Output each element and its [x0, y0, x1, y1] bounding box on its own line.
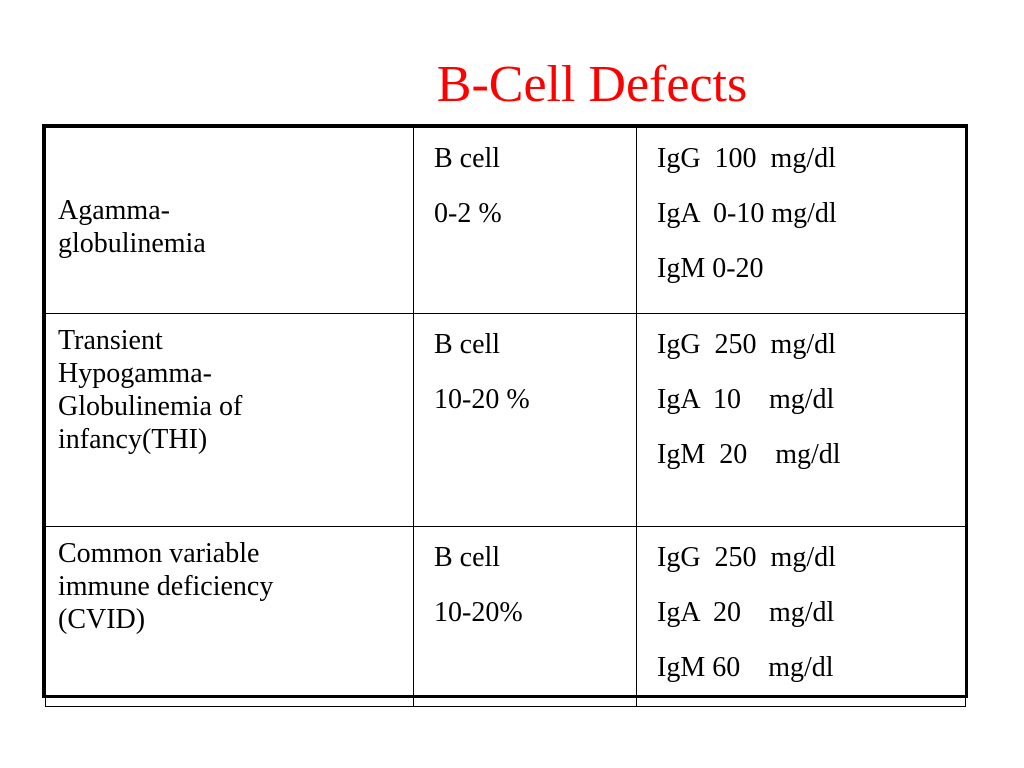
table-row: Common variable immune deficiency (CVID)… — [45, 525, 966, 708]
ig-cell: IgG 250 mg/dl IgA 10 mg/dl IgM 20 mg/dl — [636, 313, 966, 527]
ig-line: IgG 250 mg/dl — [657, 542, 836, 573]
ig-line: IgA 0-10 mg/dl — [657, 198, 837, 230]
ig-line: IgG 250 mg/dl — [657, 329, 836, 360]
disease-line: globulinemia — [58, 228, 206, 260]
ig-line: IgM 60 mg/dl — [657, 652, 834, 684]
defects-table-grid: Agamma- globulinemia B cell 0-2 % IgG 10… — [45, 127, 966, 708]
bcell-label: B cell — [434, 329, 501, 360]
disease-line: Agamma- — [58, 195, 170, 226]
bcell-label: B cell — [434, 542, 501, 573]
bcell-value: 10-20 % — [434, 384, 530, 416]
ig-line: IgM 20 mg/dl — [657, 439, 841, 471]
disease-cell: Agamma- globulinemia — [45, 127, 414, 314]
disease-line: Common variable — [58, 538, 260, 569]
disease-cell: Common variable immune deficiency (CVID) — [45, 525, 414, 708]
ig-line: IgA 10 mg/dl — [657, 384, 835, 416]
ig-cell: IgG 250 mg/dl IgA 20 mg/dl IgM 60 mg/dl — [636, 525, 966, 708]
slide-title: B-Cell Defects — [436, 56, 748, 113]
defects-table: Agamma- globulinemia B cell 0-2 % IgG 10… — [42, 124, 968, 708]
bcell-cell: B cell 0-2 % — [413, 127, 637, 314]
ig-line: IgG 100 mg/dl — [657, 143, 836, 174]
ig-cell: IgG 100 mg/dl IgA 0-10 mg/dl IgM 0-20 — [636, 127, 966, 314]
bcell-value: 10-20% — [434, 597, 523, 629]
disease-line: Transient — [58, 325, 163, 356]
ig-line: IgM 0-20 — [657, 253, 764, 285]
ig-line: IgA 20 mg/dl — [657, 597, 835, 629]
table-row: Transient Hypogamma- Globulinemia of inf… — [45, 313, 966, 527]
disease-line: infancy(THI) — [58, 424, 208, 456]
bcell-label: B cell — [434, 143, 501, 174]
bcell-value: 0-2 % — [434, 198, 502, 230]
bcell-cell: B cell 10-20% — [413, 525, 637, 708]
disease-cell: Transient Hypogamma- Globulinemia of inf… — [45, 313, 414, 527]
disease-line: Globulinemia of — [58, 391, 243, 423]
bcell-cell: B cell 10-20 % — [413, 313, 637, 527]
disease-line: Hypogamma- — [58, 358, 212, 390]
table-row: Agamma- globulinemia B cell 0-2 % IgG 10… — [45, 127, 966, 314]
disease-line: immune deficiency — [58, 571, 274, 603]
disease-line: (CVID) — [58, 604, 146, 636]
